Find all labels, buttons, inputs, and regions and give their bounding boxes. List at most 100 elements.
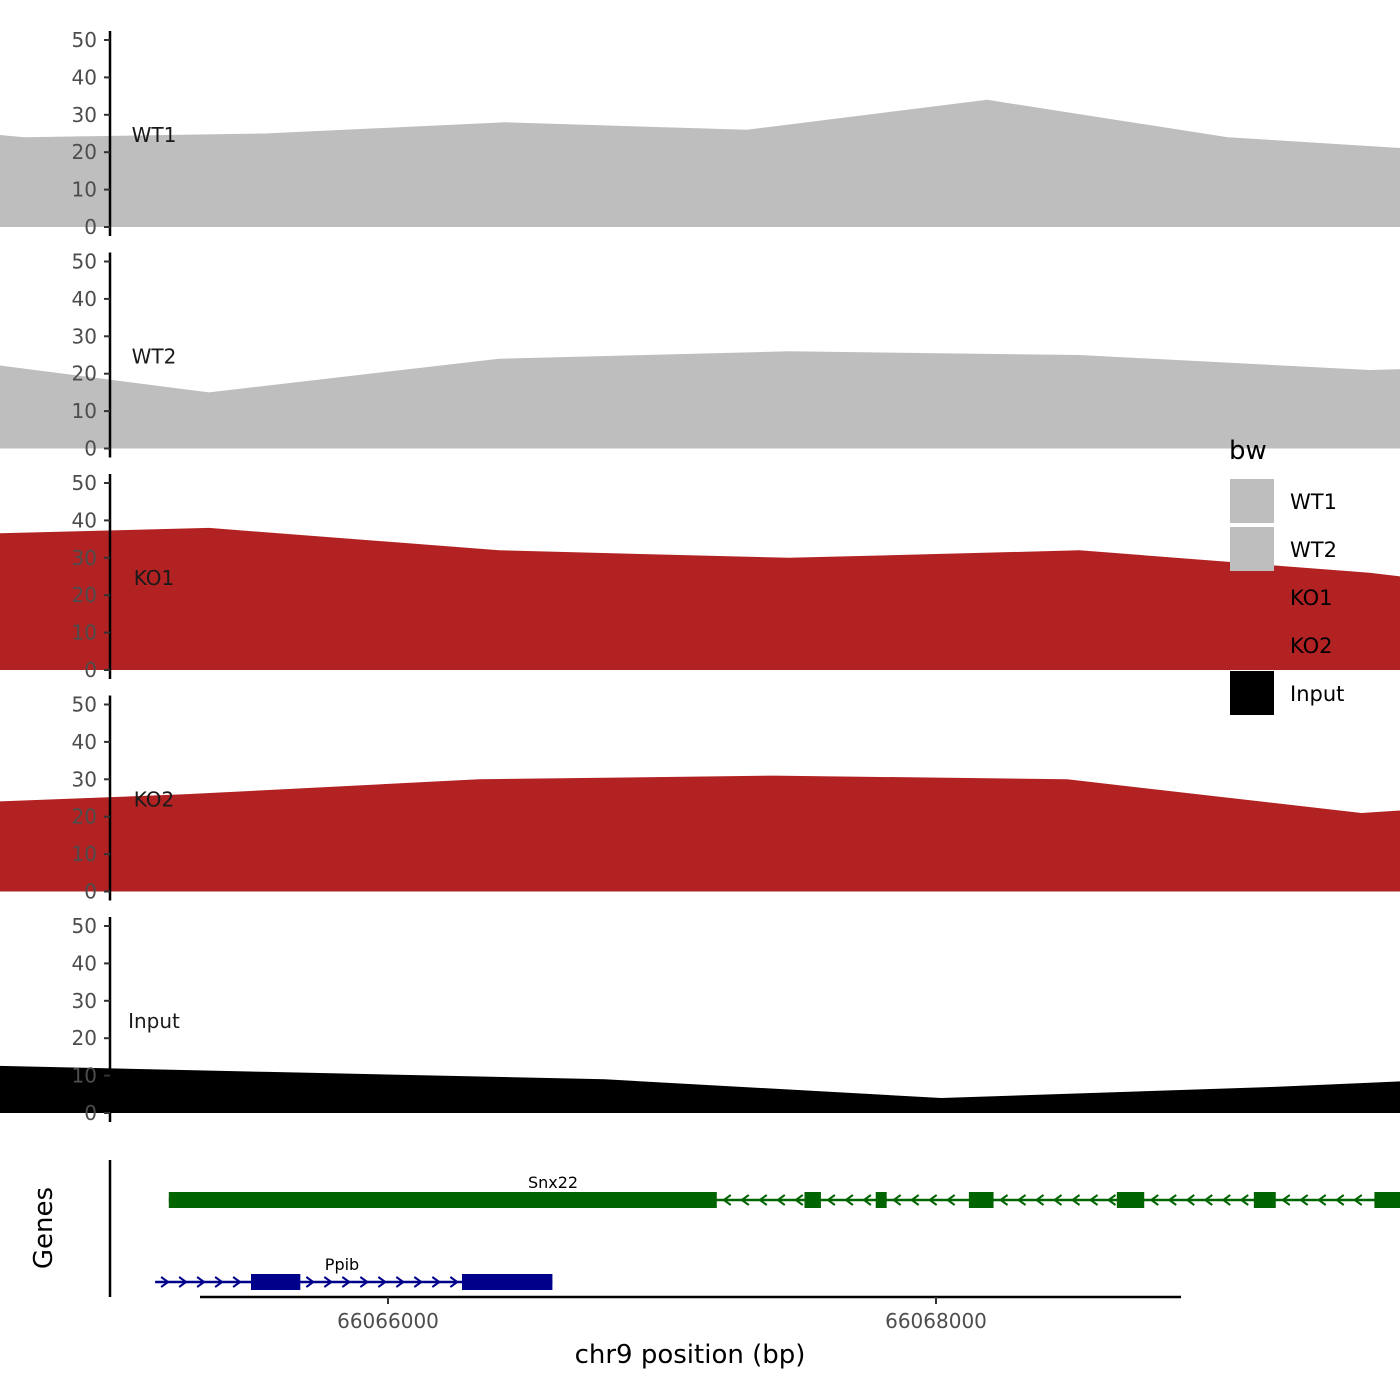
strand-arrow: [740, 1194, 750, 1206]
strand-arrow: [794, 1194, 804, 1206]
x-tick-label: 66066000: [337, 1309, 439, 1333]
y-tick-label: 0: [84, 658, 97, 682]
y-tick-label: 50: [72, 693, 97, 717]
y-tick-label: 30: [72, 989, 97, 1013]
gene-exon: [804, 1192, 821, 1208]
strand-arrow: [395, 1276, 406, 1288]
y-tick-label: 50: [72, 471, 97, 495]
strand-arrow: [891, 1194, 902, 1206]
strand-arrow: [927, 1194, 938, 1206]
gene-ppib: Ppib: [155, 1255, 553, 1290]
x-tick-label: 66068000: [885, 1309, 987, 1333]
legend-item-wt2: WT2: [1230, 527, 1337, 571]
legend-key: [1230, 479, 1274, 523]
y-tick-label: 0: [84, 880, 97, 904]
strand-arrow: [196, 1276, 206, 1288]
x-axis-title: chr9 position (bp): [575, 1340, 806, 1370]
strand-arrow: [776, 1194, 786, 1206]
strand-arrow: [1088, 1194, 1099, 1206]
legend-label: Input: [1290, 682, 1344, 706]
track-wt2: 0 10 20 30 40 50 WT2: [0, 250, 1400, 461]
track-wt1: 0 10 20 30 40 50 WT1: [0, 28, 1400, 239]
gene-label: Snx22: [528, 1173, 578, 1192]
strand-arrow: [413, 1276, 424, 1288]
strand-arrow: [722, 1194, 732, 1206]
legend: bw WT1 WT2 KO1 KO2 Input: [1229, 436, 1344, 715]
y-tick-label: 20: [72, 362, 97, 386]
strand-arrow: [160, 1276, 170, 1288]
track-label: WT1: [132, 123, 177, 147]
strand-arrow: [1203, 1194, 1213, 1206]
strand-arrow: [1034, 1194, 1045, 1206]
gene-exon: [168, 1192, 717, 1208]
series-area-wt1: [0, 99, 1400, 227]
y-tick-label: 40: [72, 65, 97, 89]
strand-arrow: [1281, 1194, 1291, 1206]
x-axis: 66066000660680006607000066072000: [200, 1295, 1181, 1333]
gene-snx22: Snx22: [168, 1173, 1400, 1208]
strand-arrow: [1016, 1194, 1027, 1206]
strand-arrow: [377, 1276, 388, 1288]
legend-key: [1230, 623, 1274, 667]
y-tick-label: 20: [72, 583, 97, 607]
track-ko2: 0 10 20 30 40 50 KO2: [0, 693, 1400, 904]
strand-arrow: [945, 1194, 956, 1206]
track-ko1: 0 10 20 30 40 50 KO1: [0, 471, 1400, 682]
y-tick-label: 20: [72, 805, 97, 829]
strand-arrow: [178, 1276, 188, 1288]
gene-label: Ppib: [325, 1255, 359, 1274]
series-area-input: [0, 1065, 1400, 1113]
y-tick-label: 10: [72, 1064, 97, 1088]
strand-arrow: [1239, 1194, 1249, 1206]
strand-arrow: [998, 1194, 1009, 1206]
track-label: KO1: [134, 566, 175, 590]
track-label: WT2: [132, 345, 177, 369]
strand-arrow: [758, 1194, 768, 1206]
genes-axis-title: Genes: [29, 1187, 59, 1269]
legend-item-input: Input: [1230, 671, 1344, 715]
legend-title: bw: [1229, 436, 1267, 466]
legend-key: [1230, 671, 1274, 715]
y-tick-label: 30: [72, 324, 97, 348]
series-area-wt2: [0, 351, 1400, 449]
y-tick-label: 30: [72, 546, 97, 570]
strand-arrow: [909, 1194, 920, 1206]
strand-arrow: [1167, 1194, 1177, 1206]
legend-label: KO2: [1290, 634, 1333, 658]
legend-key: [1230, 575, 1274, 619]
strand-arrow: [323, 1276, 334, 1288]
strand-arrow: [1070, 1194, 1081, 1206]
strand-arrow: [449, 1276, 460, 1288]
series-area-ko1: [0, 527, 1400, 670]
y-tick-label: 10: [72, 178, 97, 202]
gene-exon: [968, 1192, 994, 1208]
y-tick-label: 50: [72, 914, 97, 938]
y-tick-label: 0: [84, 215, 97, 239]
y-tick-label: 10: [72, 621, 97, 645]
track-label: Input: [128, 1009, 180, 1033]
track-label: KO2: [134, 788, 175, 812]
strand-arrow: [1149, 1194, 1159, 1206]
strand-arrow: [1106, 1194, 1117, 1206]
strand-arrow: [359, 1276, 370, 1288]
track-input: 0 10 20 30 40 50 Input: [0, 914, 1400, 1125]
strand-arrow: [826, 1194, 836, 1206]
signal-tracks: 0 10 20 30 40 50 WT1 0 10 20 30 40 50 WT2 0 10 20 30 40 50 K…: [0, 28, 1400, 1125]
gene-exon: [1116, 1192, 1145, 1208]
legend-item-ko1: KO1: [1230, 575, 1333, 619]
strand-arrow: [341, 1276, 352, 1288]
legend-label: WT1: [1290, 490, 1337, 514]
strand-arrow: [305, 1276, 316, 1288]
legend-key: [1230, 527, 1274, 571]
y-tick-label: 40: [72, 508, 97, 532]
strand-arrow: [1317, 1194, 1327, 1206]
gene-exon: [875, 1192, 887, 1208]
gene-annotation-panel: Snx22 Ppib: [108, 1160, 1400, 1297]
y-tick-label: 40: [72, 730, 97, 754]
y-tick-label: 40: [72, 287, 97, 311]
y-tick-label: 50: [72, 250, 97, 274]
strand-arrow: [1353, 1194, 1363, 1206]
strand-arrow: [1299, 1194, 1309, 1206]
y-tick-label: 50: [72, 28, 97, 52]
